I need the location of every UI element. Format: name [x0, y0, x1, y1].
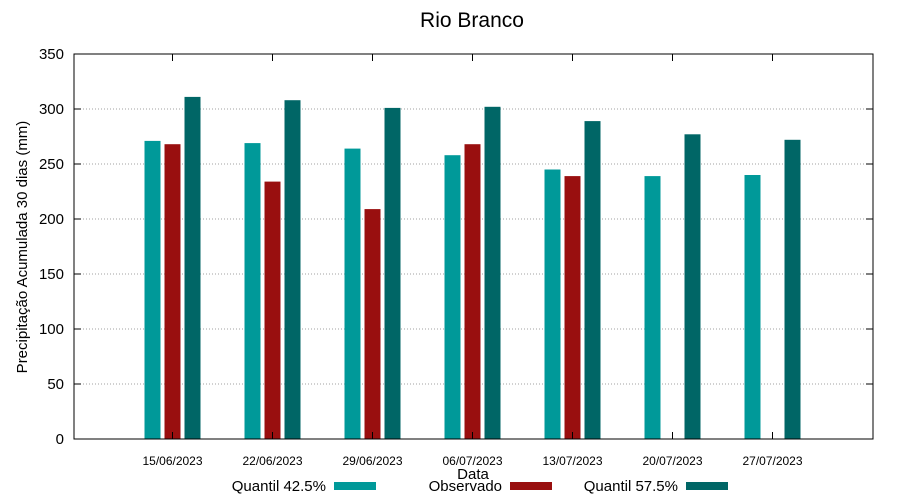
- x-tick-label: 29/06/2023: [342, 454, 402, 468]
- legend-label: Observado: [429, 478, 502, 495]
- y-tick-label: 150: [39, 266, 64, 283]
- y-tick-label: 350: [39, 46, 64, 63]
- bar-quantil-57-5: [284, 100, 301, 439]
- legend-item-quantil-42-5: Quantil 42.5%: [232, 478, 376, 495]
- bar-observado: [164, 144, 181, 439]
- y-axis: 0 50 100 150 200 250 300 350: [39, 46, 873, 448]
- bar-quantil-57-5: [684, 134, 701, 440]
- y-axis-label: Precipitação Acumulada 30 dias (mm): [14, 121, 31, 374]
- y-tick-label: 0: [56, 431, 64, 448]
- bar-observado: [564, 176, 581, 439]
- y-tick-label: 100: [39, 321, 64, 338]
- bar-quantil-57-5: [184, 96, 201, 440]
- x-tick-label: 13/07/2023: [542, 454, 602, 468]
- bar-quantil-42-5: [244, 143, 261, 439]
- plot-frame: [73, 53, 874, 440]
- bar-quantil-57-5: [584, 121, 601, 439]
- legend-label: Quantil 57.5%: [584, 478, 678, 495]
- y-tick-label: 300: [39, 101, 64, 118]
- x-tick-label: 27/07/2023: [742, 454, 802, 468]
- x-tick-label: 20/07/2023: [642, 454, 702, 468]
- legend-item-observado: Observado: [429, 478, 552, 495]
- legend-swatch: [510, 482, 552, 490]
- chart-title: Rio Branco: [420, 9, 524, 32]
- x-tick-label: 22/06/2023: [242, 454, 302, 468]
- legend-label: Quantil 42.5%: [232, 478, 326, 495]
- bar-quantil-57-5: [784, 139, 801, 440]
- bar-observado: [264, 181, 281, 439]
- bar-quantil-42-5: [144, 140, 161, 439]
- y-tick-label: 200: [39, 211, 64, 228]
- x-tick-label: 06/07/2023: [442, 454, 502, 468]
- x-axis: 15/06/2023 22/06/2023 29/06/2023 06/07/2023…: [142, 54, 803, 468]
- x-tick-label: 15/06/2023: [142, 454, 202, 468]
- bar-quantil-42-5: [344, 148, 361, 439]
- bar-observado: [364, 209, 381, 439]
- bar-quantil-42-5: [544, 169, 561, 439]
- bar-quantil-42-5: [744, 175, 761, 439]
- y-tick-label: 50: [47, 376, 64, 393]
- bar-quantil-42-5: [644, 176, 661, 439]
- y-tick-label: 250: [39, 156, 64, 173]
- legend: Quantil 42.5% Observado Quantil 57.5%: [232, 478, 728, 495]
- legend-swatch: [334, 482, 376, 490]
- bars-layer: [144, 96, 801, 440]
- legend-swatch: [686, 482, 728, 490]
- legend-item-quantil-57-5: Quantil 57.5%: [584, 478, 728, 495]
- bar-observado: [464, 144, 481, 439]
- bar-quantil-42-5: [444, 155, 461, 439]
- bar-quantil-57-5: [384, 107, 401, 440]
- x-axis-label: Data: [457, 466, 489, 483]
- bar-quantil-57-5: [484, 106, 501, 440]
